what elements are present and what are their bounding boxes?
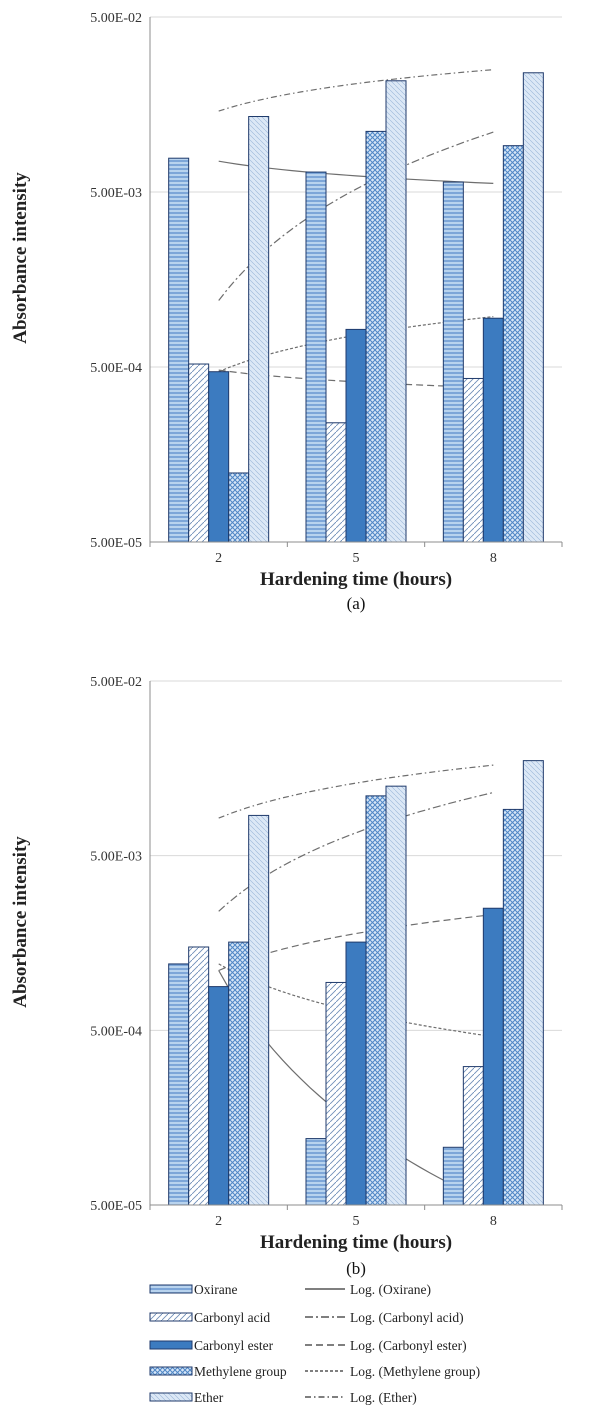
legend-label-log-oxirane: Log. (Oxirane) <box>350 1282 431 1297</box>
chart-panel-a: 5.00E-05 5.00E-04 5.00E-03 5.00E-02 2 5 8 Abso… <box>10 11 563 613</box>
trendline-ether <box>218 69 494 112</box>
legend-swatch-ether <box>149 1392 193 1402</box>
bar-carbonyl-ester <box>345 941 367 1206</box>
bar-carbonyl-acid <box>188 363 210 543</box>
panel-label-a: (a) <box>347 594 366 613</box>
bar-ether <box>522 72 544 543</box>
legend-label-ether: Ether <box>194 1390 224 1405</box>
bar-methylene-group <box>365 795 387 1206</box>
legend-label-log-methylene-group: Log. (Methylene group) <box>350 1364 480 1379</box>
bar-oxirane <box>168 157 190 543</box>
bar-carbonyl-ester <box>482 907 504 1206</box>
x-tick-label: 8 <box>490 551 497 566</box>
legend-item-log-ether: Log. (Ether) <box>305 1390 417 1405</box>
legend-label-carbonyl-acid: Carbonyl acid <box>194 1310 270 1325</box>
bar-ether <box>248 116 270 543</box>
panel-label-b: (b) <box>346 1259 366 1278</box>
legend-label-oxirane: Oxirane <box>194 1282 237 1297</box>
legend-swatch-carbonyl-ester <box>149 1340 193 1350</box>
legend: Oxirane Carbonyl acid Carbonyl ester Met… <box>149 1282 480 1405</box>
y-axis-title: Absorbance intensity <box>10 836 31 1008</box>
bars <box>168 760 544 1206</box>
legend-item-log-carbonyl-ester: Log. (Carbonyl ester) <box>305 1338 467 1353</box>
bars <box>168 72 544 543</box>
bar-carbonyl-ester <box>208 986 230 1206</box>
legend-item-carbonyl-acid: Carbonyl acid <box>149 1310 270 1325</box>
chart-panel-b: 5.00E-05 5.00E-04 5.00E-03 5.00E-02 2 5 8 Abso… <box>10 675 563 1278</box>
x-tick-label: 8 <box>490 1214 497 1229</box>
bar-carbonyl-acid <box>462 377 484 543</box>
trendline-ether <box>218 764 494 819</box>
axes: 5.00E-05 5.00E-04 5.00E-03 5.00E-02 2 5 8 <box>90 675 563 1229</box>
bar-methylene-group <box>365 130 387 543</box>
bar-oxirane <box>442 1146 464 1206</box>
bar-methylene-group <box>502 145 524 543</box>
legend-label-methylene-group: Methylene group <box>194 1364 287 1379</box>
y-tick-label: 5.00E-04 <box>90 1024 142 1039</box>
bar-ether <box>385 80 407 543</box>
x-tick-label: 2 <box>215 1214 222 1229</box>
x-axis-title: Hardening time (hours) <box>260 1232 452 1253</box>
legend-item-log-carbonyl-acid: Log. (Carbonyl acid) <box>305 1310 464 1325</box>
bar-carbonyl-acid <box>188 946 210 1206</box>
x-tick-label: 5 <box>353 551 360 566</box>
y-tick-label: 5.00E-05 <box>90 536 142 551</box>
x-tick-label: 5 <box>353 1214 360 1229</box>
bar-oxirane <box>442 181 464 543</box>
bar-carbonyl-ester <box>208 371 230 543</box>
legend-label-log-carbonyl-acid: Log. (Carbonyl acid) <box>350 1310 464 1325</box>
bar-carbonyl-ester <box>482 317 504 543</box>
bar-oxirane <box>168 963 190 1206</box>
bar-carbonyl-acid <box>462 1066 484 1206</box>
bar-methylene-group <box>228 941 250 1206</box>
y-tick-label: 5.00E-03 <box>90 850 142 865</box>
bar-ether <box>385 785 407 1206</box>
y-tick-label: 5.00E-05 <box>90 1199 142 1214</box>
bar-ether <box>248 814 270 1206</box>
legend-item-carbonyl-ester: Carbonyl ester <box>149 1338 274 1353</box>
grid-lines <box>150 16 562 368</box>
y-tick-label: 5.00E-02 <box>90 11 142 26</box>
legend-item-methylene-group: Methylene group <box>149 1364 287 1379</box>
legend-item-log-oxirane: Log. (Oxirane) <box>305 1282 431 1297</box>
bar-oxirane <box>305 1138 327 1206</box>
y-axis-title: Absorbance intensity <box>10 172 31 344</box>
legend-item-oxirane: Oxirane <box>149 1282 237 1297</box>
legend-item-ether: Ether <box>149 1390 224 1405</box>
legend-label-log-ether: Log. (Ether) <box>350 1390 417 1405</box>
bar-carbonyl-ester <box>345 328 367 543</box>
y-tick-label: 5.00E-04 <box>90 361 142 376</box>
bar-methylene-group <box>228 472 250 543</box>
y-tick-label: 5.00E-02 <box>90 675 142 690</box>
legend-swatch-carbonyl-acid <box>149 1312 193 1322</box>
legend-swatch-methylene-group <box>149 1366 193 1376</box>
legend-label-carbonyl-ester: Carbonyl ester <box>194 1338 274 1353</box>
x-tick-label: 2 <box>215 551 222 566</box>
bar-ether <box>522 760 544 1206</box>
y-tick-label: 5.00E-03 <box>90 186 142 201</box>
legend-item-log-methylene-group: Log. (Methylene group) <box>305 1364 480 1379</box>
legend-swatch-oxirane <box>149 1284 193 1294</box>
bar-methylene-group <box>502 808 524 1206</box>
legend-label-log-carbonyl-ester: Log. (Carbonyl ester) <box>350 1338 467 1353</box>
x-axis-title: Hardening time (hours) <box>260 569 452 590</box>
axes: 5.00E-05 5.00E-04 5.00E-03 5.00E-02 2 5 8 <box>90 11 563 566</box>
bar-carbonyl-acid <box>325 422 347 543</box>
bar-carbonyl-acid <box>325 981 347 1206</box>
bar-oxirane <box>305 171 327 543</box>
